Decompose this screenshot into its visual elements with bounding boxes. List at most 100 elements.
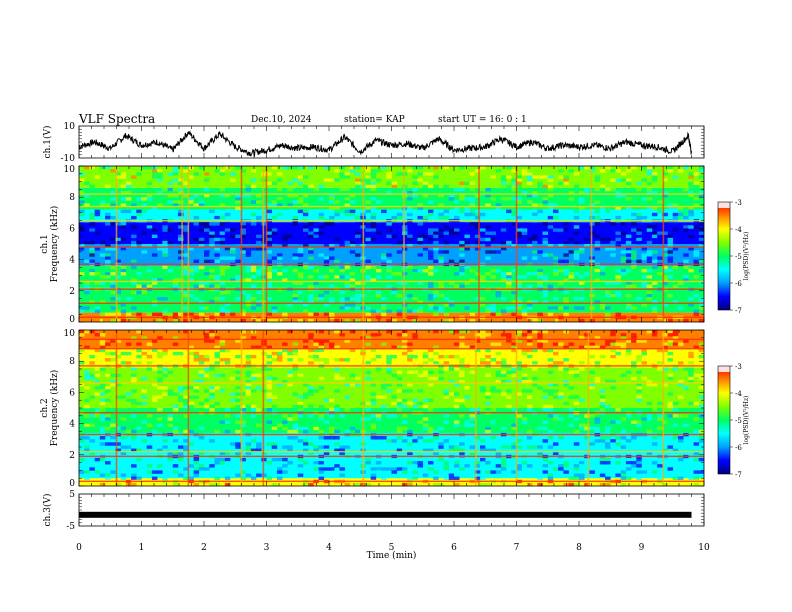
spectral-cell: [631, 237, 637, 242]
spectral-cell: [245, 373, 252, 378]
spectral-cell: [99, 392, 106, 396]
spectral-cell: [698, 228, 705, 232]
spectral-cell: [651, 333, 658, 337]
spectral-cell: [214, 420, 220, 424]
spectral-cell: [141, 184, 148, 189]
spectral-cell: [339, 333, 345, 337]
spectral-cell: [323, 395, 330, 399]
spectral-cell: [292, 370, 299, 374]
spectral-cell: [391, 234, 398, 239]
spectral-cell: [386, 354, 392, 359]
spectral-cell: [516, 237, 523, 242]
spectral-cell: [141, 284, 148, 288]
spectral-cell: [157, 351, 163, 356]
spectral-cell: [594, 408, 601, 412]
spectral-cell: [323, 379, 330, 384]
spectral-cell: [646, 190, 653, 195]
spectral-cell: [594, 215, 601, 220]
spectral-cell: [131, 203, 137, 207]
spectral-cell: [99, 175, 106, 179]
spectral-cell: [193, 482, 200, 487]
spectral-cell: [386, 281, 392, 285]
spectral-cell: [594, 348, 601, 353]
spectral-cell: [693, 401, 700, 406]
spectral-cell: [620, 268, 627, 273]
spectral-cell: [344, 401, 351, 406]
spectral-cell: [339, 290, 345, 295]
spectral-cell: [355, 457, 361, 462]
spectral-cell: [276, 470, 283, 474]
spectral-cell: [474, 348, 481, 353]
spectral-cell: [594, 345, 601, 350]
spectral-cell: [469, 200, 476, 204]
spectral-cell: [209, 448, 215, 452]
spectral-cell: [552, 272, 559, 276]
spectral-cell: [110, 423, 116, 428]
spectral-cell: [339, 300, 345, 304]
spectral-cell: [219, 312, 226, 317]
spectral-cell: [214, 284, 220, 288]
spectral-cell: [89, 451, 95, 456]
spectral-cell: [219, 417, 226, 421]
spectral-cell: [542, 464, 549, 468]
spectral-cell: [469, 197, 476, 201]
spectral-cell: [282, 278, 288, 282]
spectral-cell: [547, 250, 554, 254]
spectral-cell: [506, 395, 512, 399]
spectral-cell: [183, 247, 189, 251]
spectral-cell: [157, 209, 163, 214]
spectral-cell: [183, 436, 189, 440]
spectral-cell: [459, 448, 465, 452]
spectral-cell: [526, 172, 533, 176]
spectral-cell: [459, 284, 465, 288]
spectral-cell: [386, 467, 392, 471]
spectral-cell: [662, 448, 668, 452]
spectral-cell: [99, 408, 106, 412]
spectral-cell: [334, 379, 340, 384]
spectral-cell: [79, 330, 85, 334]
spectral-cell: [698, 436, 705, 440]
spectral-cell: [454, 361, 460, 365]
spectral-cell: [422, 181, 429, 186]
spectral-cell: [459, 398, 465, 403]
spectral-cell: [297, 253, 304, 257]
spectral-cell: [433, 290, 439, 295]
spectral-cell: [167, 240, 174, 245]
spectral-cell: [683, 209, 689, 214]
spectral-cell: [521, 256, 528, 260]
spectral-cell: [79, 190, 85, 195]
spectral-cell: [157, 379, 163, 384]
spectral-cell: [516, 339, 523, 343]
spectral-cell: [594, 306, 601, 310]
spectral-cell: [256, 268, 262, 273]
spectral-cell: [552, 467, 559, 471]
spectral-cell: [474, 200, 481, 204]
spectral-cell: [558, 253, 564, 257]
spectral-cell: [99, 203, 106, 207]
spectral-cell: [532, 203, 538, 207]
spectral-cell: [157, 278, 163, 282]
spectral-cell: [651, 386, 658, 390]
spectral-cell: [329, 206, 335, 210]
spectral-cell: [323, 448, 330, 452]
spectral-cell: [688, 281, 694, 285]
spectral-cell: [183, 351, 189, 356]
spectral-cell: [381, 181, 387, 186]
spectral-cell: [219, 265, 226, 270]
spectral-cell: [500, 467, 507, 471]
spectral-cell: [625, 206, 632, 210]
spectral-cell: [339, 348, 345, 353]
spectral-cell: [204, 358, 210, 362]
spectral-cell: [240, 190, 246, 195]
narrowband-line: [79, 411, 704, 414]
ch3-trace: [79, 511, 692, 518]
spectral-cell: [657, 293, 663, 298]
spectral-cell: [454, 354, 460, 359]
spectral-cell: [110, 290, 116, 295]
spectral-cell: [235, 303, 241, 307]
spectral-cell: [292, 268, 299, 273]
spectral-cell: [245, 187, 252, 192]
spectral-cell: [615, 420, 621, 424]
spectral-cell: [407, 476, 413, 481]
spectral-cell: [183, 445, 189, 449]
